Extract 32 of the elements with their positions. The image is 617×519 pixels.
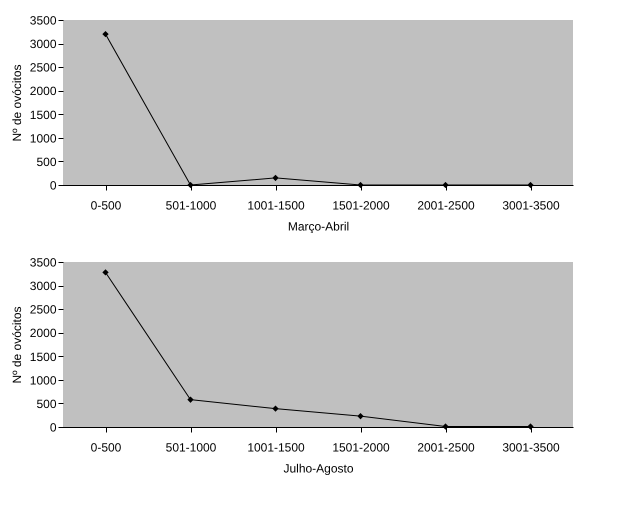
x-tick-label: 1001-1500 (247, 198, 306, 212)
x-tick-label: 501-1000 (166, 198, 217, 212)
y-tick-label: 0 (50, 178, 57, 192)
y-tick-label: 3500 (30, 14, 57, 28)
y-tick-label: 500 (36, 396, 57, 411)
x-tick-label: 2001-2500 (417, 440, 476, 454)
y-tick-label: 2500 (30, 302, 57, 317)
x-tick-label: 501-1000 (166, 440, 217, 454)
y-tick-label: 1000 (30, 373, 57, 388)
y-tick-label: 0 (50, 420, 57, 434)
x-tick-label: 3001-3500 (502, 198, 560, 212)
x-tick-label: 2001-2500 (417, 198, 476, 212)
x-tick-label: 3001-3500 (502, 440, 560, 454)
x-tick-label: 1501-2000 (332, 198, 390, 212)
y-tick-label: 2500 (30, 60, 57, 75)
x-tick-label: 0-500 (90, 440, 122, 454)
x-tick-label: 1001-1500 (247, 440, 306, 454)
y-tick-label: 2000 (30, 84, 57, 98)
y-tick-label: 1500 (30, 350, 57, 364)
y-tick-label: 1500 (30, 108, 57, 122)
y-tick-label: 500 (36, 154, 57, 169)
y-tick-label: 3000 (30, 279, 57, 294)
y-tick-label: 3500 (30, 256, 57, 270)
y-axis-title: Nº de ovócitos (10, 306, 24, 384)
y-axis-title: Nº de ovócitos (10, 64, 24, 142)
y-tick-label: 3000 (30, 37, 57, 52)
y-tick-label: 2000 (30, 326, 57, 340)
x-tick-label: 0-500 (90, 198, 122, 212)
x-axis-title: Março-Abril (288, 220, 350, 234)
x-axis-title: Julho-Agosto (283, 462, 354, 476)
y-tick-label: 1000 (30, 131, 57, 146)
x-tick-label: 1501-2000 (332, 440, 390, 454)
